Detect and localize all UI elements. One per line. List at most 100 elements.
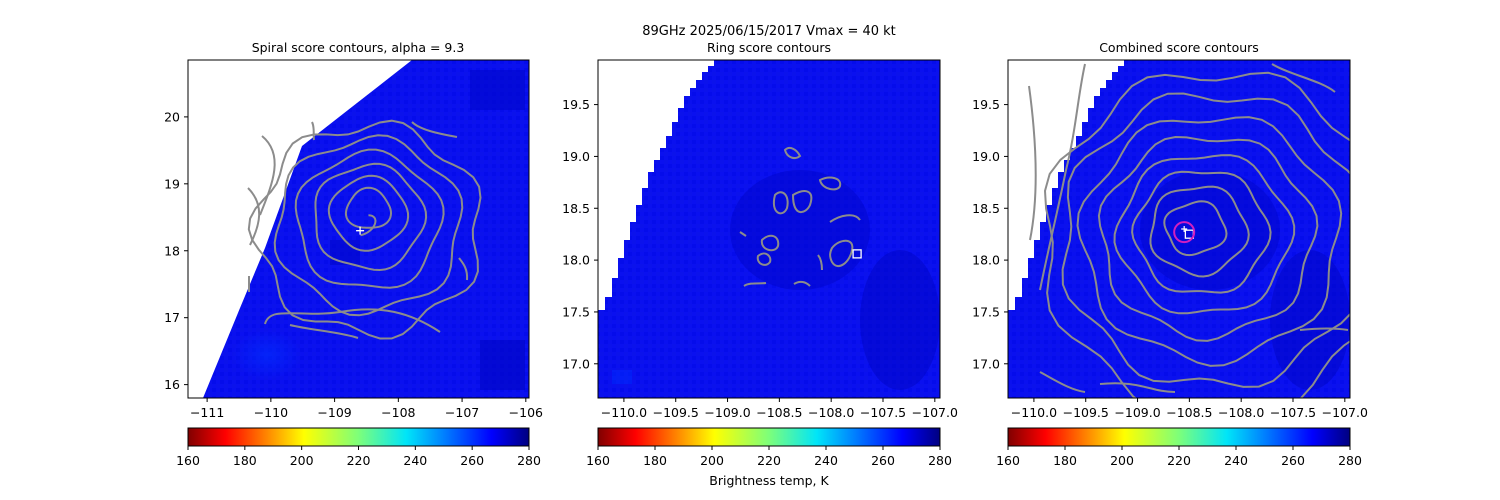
x-tick-label: −107.0: [1322, 405, 1368, 420]
combined-score-contours: [1043, 71, 1350, 398]
y-tick-label: 19.0: [972, 149, 1000, 164]
spiral-contour-ring: [327, 174, 410, 252]
x-tick-label: −107: [445, 405, 479, 420]
ring-axes-frame: [597, 59, 941, 399]
spiral-contour-ring: [344, 186, 393, 229]
panel-spiral: Spiral score contours, alpha = 9.3: [164, 40, 543, 420]
colorbar-tick-label: 200: [700, 453, 724, 468]
x-tick-label: −107.5: [860, 405, 906, 420]
colorbar-tick-label: 200: [290, 453, 314, 468]
spiral-axes-frame: [187, 59, 530, 399]
colorbar-tick-label: 260: [1281, 453, 1305, 468]
colorbar-spiral: 160 180 200 220 240 260 280: [176, 427, 541, 468]
y-tick-label: 16: [164, 377, 180, 392]
colorbar-tick-label: 240: [403, 453, 427, 468]
combined-contour-ring: [1131, 170, 1272, 294]
colorbar-ring: 160 180 200 220 240 260 280 Brightness temp, K: [586, 427, 952, 488]
colorbar-tick-label: 180: [643, 453, 667, 468]
center-square-marker: [852, 249, 862, 259]
combined-axis-ticks: −110.0 −109.5 −109.0 −108.5 −108.0 −107.5 −107…: [972, 97, 1368, 420]
colorbar-tick-label: 260: [871, 453, 895, 468]
panel-combined-title: Combined score contours: [1099, 40, 1259, 55]
x-tick-label: −109.0: [704, 405, 750, 420]
combined-contour-ring: [1149, 185, 1250, 278]
y-tick-label: 18.0: [972, 253, 1000, 268]
x-tick-label: −108.0: [808, 405, 854, 420]
spiral-warm-patch: [232, 330, 302, 380]
y-tick-label: 17.5: [562, 304, 590, 319]
y-tick-label: 17.0: [972, 356, 1000, 371]
panel-ring-title: Ring score contours: [707, 40, 831, 55]
colorbar-tick-label: 240: [814, 453, 838, 468]
colorbar-tick-label: 160: [176, 453, 200, 468]
y-tick-label: 18.5: [972, 201, 1000, 216]
combined-contour-ring: [1113, 154, 1296, 315]
colorbar-spiral-gradient: [187, 427, 530, 447]
panel-spiral-title: Spiral score contours, alpha = 9.3: [252, 40, 465, 55]
center-plus-marker: [356, 226, 365, 235]
y-tick-label: 20: [164, 109, 180, 124]
x-tick-label: −108.5: [756, 405, 802, 420]
x-tick-label: −110: [254, 405, 288, 420]
spiral-markers: [356, 226, 365, 235]
y-tick-label: 17.5: [972, 304, 1000, 319]
combined-contour-ring: [1163, 200, 1228, 257]
colorbar-label: Brightness temp, K: [709, 473, 829, 488]
combined-contour-fragments: [1028, 63, 1349, 393]
spiral-contour-ring: [273, 134, 464, 317]
combined-markers: [1173, 221, 1196, 244]
colorbar-tick-label: 160: [996, 453, 1020, 468]
y-tick-label: 18: [164, 243, 180, 258]
spiral-score-contours: [247, 119, 482, 340]
ring-markers: [852, 249, 862, 259]
combined-field-shading: [1140, 170, 1350, 390]
x-tick-label: −109.5: [1063, 405, 1109, 420]
colorbar-ring-gradient: [597, 427, 941, 447]
colorbar-tick-label: 180: [1053, 453, 1077, 468]
y-tick-label: 19.0: [562, 149, 590, 164]
colorbar-tick-label: 280: [1338, 453, 1362, 468]
spiral-axis-ticks: −111 −110 −109 −108 −107 −106 16 17 18 19 20: [164, 109, 543, 420]
colorbar-tick-label: 280: [517, 453, 541, 468]
colorbar-ring-ticks: 160 180 200 220 240 260 280: [586, 446, 952, 468]
colorbar-tick-label: 280: [928, 453, 952, 468]
first-guess-plus-marker: [1181, 226, 1188, 232]
colorbar-tick-label: 220: [347, 453, 371, 468]
x-tick-label: −107.5: [1270, 405, 1316, 420]
x-tick-label: −109.0: [1114, 405, 1160, 420]
spiral-field-shading: [330, 70, 525, 390]
panel-combined: Combined score contours −110.0 −109.5 −109…: [972, 40, 1368, 420]
x-tick-label: −108: [381, 405, 415, 420]
x-tick-label: −111: [190, 405, 224, 420]
spiral-contour-ring: [314, 162, 428, 272]
x-tick-label: −107.0: [912, 405, 958, 420]
y-tick-label: 18.5: [562, 201, 590, 216]
x-tick-label: −106: [509, 405, 543, 420]
x-tick-label: −109.5: [653, 405, 699, 420]
combined-brightness-field: [1008, 60, 1350, 398]
combined-contour-ring: [1061, 92, 1350, 388]
spiral-contour-core: [360, 214, 377, 237]
colorbar-tick-label: 200: [1110, 453, 1134, 468]
colorbar-spiral-ticks: 160 180 200 220 240 260 280: [176, 446, 541, 468]
x-tick-label: −110.0: [1011, 405, 1057, 420]
spiral-contour-ring: [247, 119, 482, 340]
figure-title: 89GHz 2025/06/15/2017 Vmax = 40 kt: [642, 24, 896, 39]
combined-center-circle: [1173, 221, 1196, 244]
colorbar-combined-ticks: 160 180 200 220 240 260 280: [996, 446, 1362, 468]
y-tick-label: 19.5: [562, 97, 590, 112]
colorbar-tick-label: 180: [233, 453, 257, 468]
ring-brightness-field: [598, 60, 940, 398]
combined-axes-frame: [1007, 59, 1351, 399]
y-tick-label: 18.0: [562, 253, 590, 268]
y-tick-label: 19.5: [972, 97, 1000, 112]
ring-score-contours: [739, 146, 861, 287]
x-tick-label: −110.0: [601, 405, 647, 420]
y-tick-label: 17.0: [562, 356, 590, 371]
combined-contour-ring: [1043, 71, 1350, 398]
colorbar-combined: 160 180 200 220 240 260 280: [996, 427, 1362, 468]
colorbar-tick-label: 160: [586, 453, 610, 468]
colorbar-tick-label: 220: [757, 453, 781, 468]
colorbar-combined-gradient: [1007, 427, 1351, 447]
